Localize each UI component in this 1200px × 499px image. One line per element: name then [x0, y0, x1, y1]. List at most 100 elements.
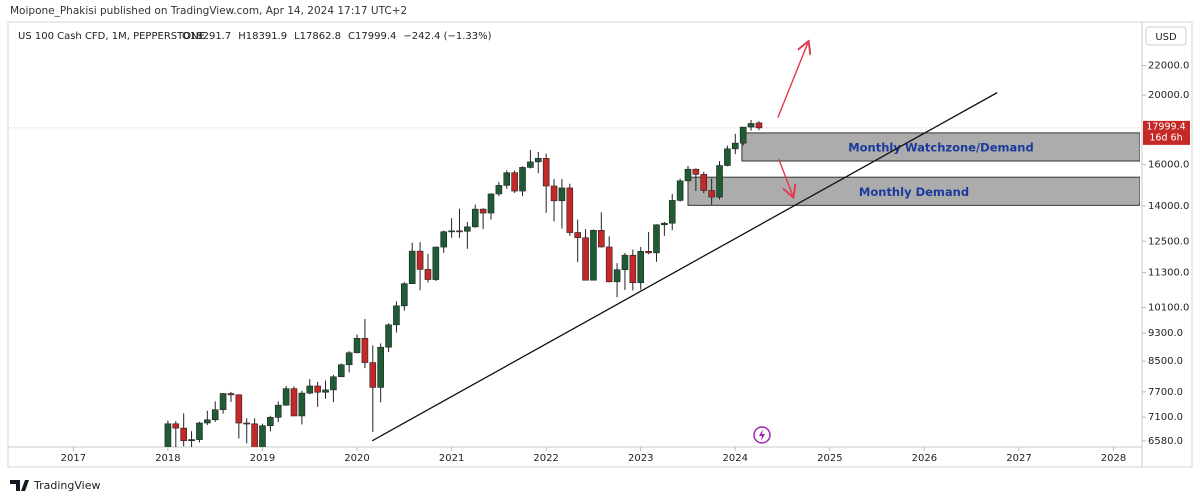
candle-body — [204, 419, 211, 424]
currency: USD — [1155, 32, 1177, 43]
y-tick-label: 10100.0 — [1148, 303, 1189, 314]
candle-body — [416, 250, 424, 270]
arrow — [778, 158, 793, 196]
candle-body — [471, 208, 479, 228]
y-tick-label: 8500.0 — [1148, 356, 1183, 367]
y-tick-label: 22000.0 — [1148, 60, 1189, 71]
candle-body — [574, 232, 581, 239]
x-tick-label: 2018 — [155, 453, 180, 464]
candle-body — [432, 246, 440, 280]
y-tick-label: 16000.0 — [1148, 159, 1189, 170]
candle-body — [684, 168, 692, 182]
x-tick-label: 2025 — [817, 453, 842, 464]
y-tick-label: 9300.0 — [1148, 328, 1183, 339]
candle-body — [353, 337, 361, 354]
candle-body — [590, 230, 597, 281]
candle-body — [322, 389, 329, 393]
candle-body — [188, 439, 195, 442]
candle-body — [676, 180, 684, 201]
currency-box — [1145, 26, 1187, 46]
y-tick-label: 6580.0 — [1148, 436, 1183, 447]
candle-body — [511, 172, 518, 192]
countdown: 16d 6h — [1149, 132, 1182, 143]
x-tick-label: 2028 — [1101, 453, 1126, 464]
candle-body — [393, 305, 400, 326]
candle-body — [542, 158, 550, 187]
x-tick-label: 2023 — [628, 453, 653, 464]
x-tick-label: 2026 — [912, 453, 937, 464]
y-tick-label: 12500.0 — [1148, 236, 1189, 247]
y-tick-label: 7100.0 — [1148, 412, 1183, 423]
candle-body — [172, 423, 180, 429]
candle-body — [487, 193, 495, 214]
candle-body — [755, 122, 763, 129]
header: Moipone_Phakisi published on TradingView… — [10, 5, 407, 17]
candle-body — [692, 168, 700, 175]
candle-body — [731, 142, 739, 150]
x-tick-label: 2021 — [439, 453, 464, 464]
candle-body — [558, 187, 566, 202]
ohlc-value: C17999.4 — [348, 31, 396, 42]
candle-body — [211, 409, 219, 421]
candle-body — [708, 190, 715, 198]
x-tick-label: 2027 — [1006, 453, 1031, 464]
candle-body — [653, 224, 660, 254]
candle-body — [724, 148, 731, 166]
y-tick-label: 7700.0 — [1148, 387, 1183, 398]
last-price: 17999.4 — [1146, 121, 1185, 132]
candle-body — [440, 231, 448, 248]
symbol: US 100 Cash CFD, 1M, PEPPERSTONE — [18, 31, 205, 42]
candle-body — [290, 388, 298, 417]
candle-body — [456, 230, 463, 233]
candle-body — [345, 352, 353, 366]
candle-body — [235, 394, 243, 424]
candle-body — [613, 269, 621, 283]
candle-body — [377, 346, 384, 388]
candle-body — [196, 422, 203, 440]
candle-body — [219, 393, 227, 410]
lightning-icon — [753, 426, 771, 444]
candle-body — [495, 185, 503, 195]
chart-frame — [7, 21, 1193, 468]
candle-body — [637, 251, 645, 284]
candle-body — [739, 126, 747, 144]
last-price-box — [1143, 120, 1190, 145]
candle-body — [629, 254, 637, 284]
candle-body — [503, 172, 511, 186]
trend-line — [371, 92, 998, 442]
candle-body — [180, 427, 187, 442]
plot-area: Monthly Watchzone/Demand Monthly Demand — [164, 92, 1140, 447]
candle-body — [274, 404, 282, 418]
candle-body — [337, 364, 345, 378]
candle-body — [582, 237, 589, 281]
candle-body — [566, 187, 574, 233]
x-tick-label: 2024 — [723, 453, 748, 464]
candle-body — [448, 230, 455, 233]
candle-body — [700, 174, 708, 191]
candle-body — [282, 388, 290, 406]
ohlc-value: O18291.7 — [182, 31, 231, 42]
candle-body — [479, 208, 487, 214]
candle-body — [361, 337, 369, 363]
candle-body — [534, 158, 542, 163]
zone-label: Monthly Demand — [859, 185, 969, 199]
ohlc-value: −242.4 (−1.33%) — [403, 31, 491, 42]
candle-body — [259, 425, 266, 447]
candle-body — [306, 385, 314, 394]
candle-body — [605, 246, 613, 283]
y-tick-label: 14000.0 — [1148, 201, 1189, 212]
candle-body — [621, 254, 629, 271]
y-tick-label: 20000.0 — [1148, 90, 1189, 101]
y-tick-label: 11300.0 — [1148, 268, 1189, 279]
candle-body — [314, 385, 321, 393]
x-tick-label: 2017 — [61, 453, 86, 464]
candle-body — [369, 362, 377, 388]
zone-label: Monthly Watchzone/Demand — [848, 140, 1033, 154]
candle-body — [716, 165, 723, 198]
candle-body — [267, 417, 274, 427]
candle-body — [668, 200, 676, 224]
zone — [741, 132, 1140, 162]
x-tick-label: 2020 — [344, 453, 369, 464]
candle-body — [598, 230, 605, 248]
